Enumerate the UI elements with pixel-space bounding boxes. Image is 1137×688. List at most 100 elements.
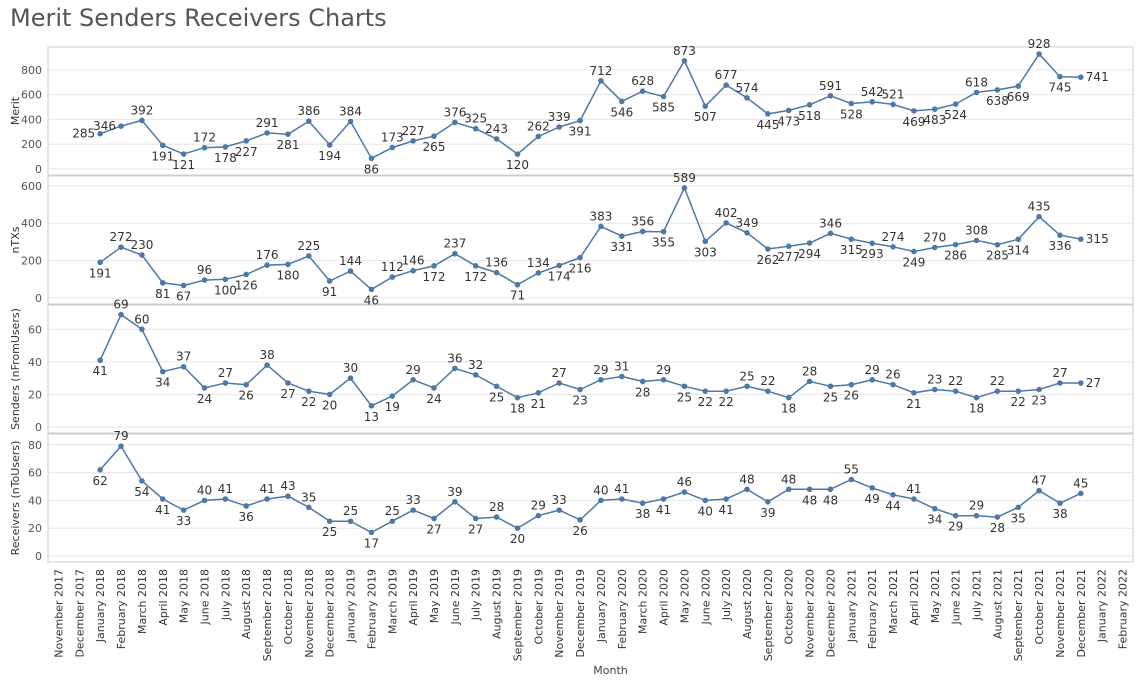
data-point: [639, 88, 646, 94]
data-label: 23: [1031, 394, 1046, 408]
data-label: 28: [802, 364, 817, 378]
data-label: 44: [885, 499, 900, 513]
x-tick-label: January 2020: [595, 569, 608, 643]
data-point: [97, 259, 103, 266]
data-label: 669: [1007, 90, 1030, 104]
data-label: 21: [531, 397, 546, 411]
data-label: 48: [823, 493, 838, 507]
data-point: [264, 262, 270, 268]
data-label: 48: [802, 493, 817, 507]
data-label: 79: [113, 429, 128, 443]
data-label: 308: [965, 223, 988, 237]
x-tick-label: September 2020: [762, 569, 775, 661]
data-point: [931, 106, 938, 112]
data-point: [785, 107, 792, 114]
y-tick-label: 0: [35, 421, 42, 434]
data-label: 336: [1049, 239, 1072, 253]
data-label: 435: [1028, 200, 1051, 214]
x-tick-label: February 2019: [365, 569, 378, 649]
data-label: 22: [760, 374, 775, 388]
data-label: 38: [259, 348, 274, 362]
data-label: 47: [1031, 474, 1046, 488]
data-point: [890, 381, 896, 388]
y-tick-label: 80: [28, 439, 42, 452]
data-label: 40: [197, 483, 212, 497]
data-point: [431, 263, 437, 269]
data-label: 18: [781, 402, 796, 416]
data-label: 34: [155, 376, 170, 390]
data-point: [431, 385, 437, 391]
data-label: 22: [301, 395, 316, 409]
data-point: [869, 240, 875, 247]
data-label: 227: [402, 124, 425, 138]
data-label: 41: [614, 482, 629, 496]
data-point: [723, 496, 729, 502]
data-label: 230: [130, 238, 153, 252]
x-tick-label: April 2020: [658, 569, 671, 626]
data-point: [556, 380, 563, 386]
data-label: 628: [631, 74, 654, 88]
x-tick-label: November 2020: [804, 569, 817, 658]
x-tick-label: December 2021: [1075, 569, 1088, 658]
x-tick-label: August 2020: [741, 569, 754, 639]
x-tick-label: July 2018: [219, 569, 232, 621]
data-label: 36: [239, 510, 254, 524]
data-label: 293: [861, 247, 884, 261]
data-point: [243, 381, 250, 388]
data-label: 524: [944, 108, 967, 122]
data-point: [577, 117, 583, 124]
data-label: 473: [777, 114, 800, 128]
data-point: [806, 240, 813, 246]
data-label: 28: [990, 521, 1005, 535]
data-label: 29: [656, 363, 671, 377]
x-tick-label: October 2021: [1033, 569, 1046, 645]
data-label: 325: [464, 112, 487, 126]
data-point: [1057, 73, 1063, 80]
data-point: [180, 282, 187, 289]
data-label: 178: [214, 151, 237, 165]
data-label: 546: [610, 105, 633, 119]
data-label: 27: [218, 366, 233, 380]
data-point: [577, 386, 583, 393]
data-point: [952, 512, 959, 519]
data-point: [535, 270, 542, 276]
x-tick-label: April 2018: [157, 569, 170, 626]
data-label: 41: [656, 503, 671, 517]
data-point: [452, 498, 458, 505]
data-point: [452, 119, 458, 126]
x-tick-label: January 2018: [94, 569, 107, 643]
data-point: [1057, 232, 1063, 239]
data-point: [493, 136, 500, 142]
x-tick-label: May 2019: [428, 569, 441, 623]
data-point: [285, 493, 291, 500]
data-label: 144: [339, 254, 362, 268]
data-point: [890, 243, 896, 250]
data-point: [785, 394, 792, 401]
y-axis-label: nTXs: [9, 226, 22, 253]
data-point: [869, 376, 875, 383]
x-tick-label: July 2021: [971, 569, 984, 621]
data-point: [1015, 388, 1022, 394]
data-point: [994, 87, 1001, 93]
data-point: [806, 378, 813, 385]
y-tick-label: 60: [28, 467, 42, 480]
data-label: 120: [506, 158, 529, 172]
y-tick-label: 200: [21, 138, 42, 151]
data-point: [785, 486, 792, 493]
data-point: [952, 241, 959, 248]
data-label: 315: [1086, 232, 1109, 246]
data-point: [306, 504, 312, 511]
data-label: 272: [110, 230, 133, 244]
data-point: [514, 525, 521, 531]
data-point: [139, 252, 145, 258]
data-point: [535, 133, 542, 140]
data-label: 26: [572, 524, 587, 538]
data-point: [618, 98, 625, 105]
data-point: [744, 229, 750, 236]
data-label: 29: [405, 363, 420, 377]
data-label: 262: [527, 120, 550, 134]
data-point: [243, 138, 250, 144]
data-label: 25: [489, 390, 504, 404]
data-label: 39: [760, 506, 775, 520]
